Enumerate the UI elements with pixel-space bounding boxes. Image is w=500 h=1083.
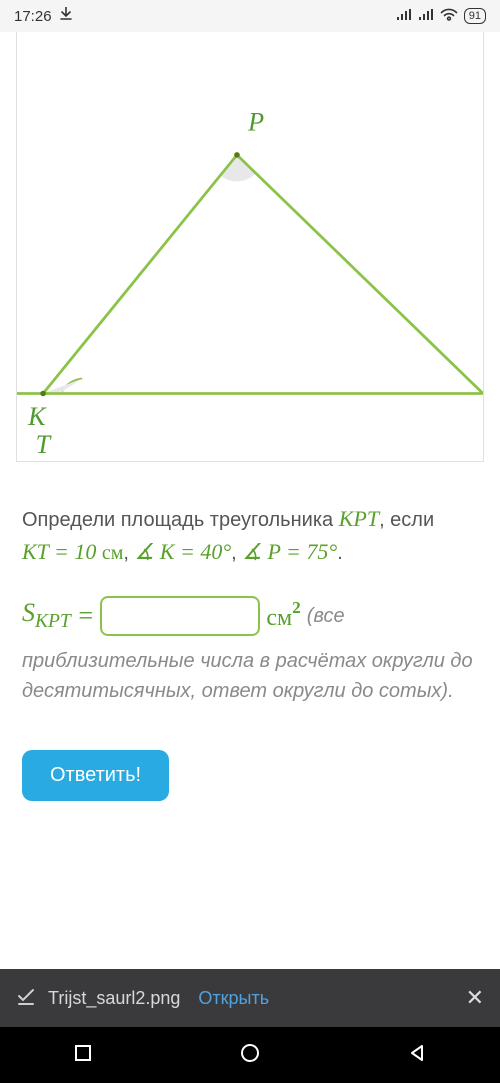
- p-eq: = 75°: [281, 539, 338, 564]
- signal-icon: [396, 8, 412, 25]
- ang-k: ∡: [135, 539, 160, 564]
- button-row: Ответить!: [0, 706, 500, 801]
- battery-icon: 91: [464, 8, 486, 24]
- problem-dot: .: [337, 542, 343, 564]
- download-filename: Trijst_saurl2.png: [48, 988, 180, 1009]
- triangle-sides: [43, 155, 483, 394]
- sep3: ,: [231, 542, 242, 564]
- problem-sep1: , если: [379, 509, 434, 531]
- answer-row: SKPT = см2 (все: [0, 568, 500, 636]
- unit-cm: см2: [266, 601, 300, 632]
- download-open-link[interactable]: Открыть: [198, 988, 269, 1009]
- k-eq: = 40°: [174, 539, 231, 564]
- p-label: P: [267, 539, 280, 564]
- eq-sign: =: [77, 601, 95, 631]
- problem-tri: KPT: [339, 506, 379, 531]
- kt-label: KT: [22, 539, 49, 564]
- status-left: 17:26: [14, 7, 72, 25]
- triangle-svg: P K T: [17, 52, 483, 461]
- label-k: K: [27, 402, 47, 431]
- nav-recent-button[interactable]: [73, 1043, 93, 1068]
- status-time: 17:26: [14, 8, 52, 25]
- signal-icon-2: [418, 8, 434, 25]
- close-icon[interactable]: ✕: [466, 985, 484, 1011]
- content: P K T Определи площадь треугольника KPT,…: [0, 32, 500, 969]
- vertex-k: [40, 391, 46, 397]
- ang-p: ∡: [242, 539, 267, 564]
- vertex-p: [234, 152, 240, 158]
- kt-eq: = 10: [49, 539, 102, 564]
- download-snackbar: Trijst_saurl2.png Открыть ✕: [0, 969, 500, 1027]
- hint-text: приблизительные числа в расчётах округли…: [0, 636, 500, 706]
- download-indicator-icon: [60, 7, 72, 25]
- problem-prefix: Определи площадь треугольника: [22, 509, 339, 531]
- answer-tail: (все: [307, 605, 345, 628]
- navigation-bar: [0, 1027, 500, 1083]
- answer-button[interactable]: Ответить!: [22, 750, 169, 801]
- check-underline-icon: [16, 986, 36, 1011]
- status-right: 91: [396, 8, 486, 25]
- unit-sq: 2: [292, 598, 301, 617]
- wifi-icon: [440, 8, 458, 25]
- answer-input[interactable]: [100, 596, 260, 636]
- S-symbol: SKPT: [22, 598, 71, 633]
- triangle-diagram: P K T: [16, 32, 484, 462]
- label-t: T: [36, 430, 53, 459]
- k-label: K: [160, 539, 175, 564]
- nav-home-button[interactable]: [239, 1042, 261, 1069]
- status-bar: 17:26 91: [0, 0, 500, 32]
- nav-back-button[interactable]: [407, 1043, 427, 1068]
- problem-text: Определи площадь треугольника KPT, если …: [0, 462, 500, 568]
- label-p: P: [247, 108, 264, 137]
- sep2: ,: [123, 542, 134, 564]
- kt-unit: см: [102, 542, 124, 564]
- s-sub: KPT: [35, 612, 71, 633]
